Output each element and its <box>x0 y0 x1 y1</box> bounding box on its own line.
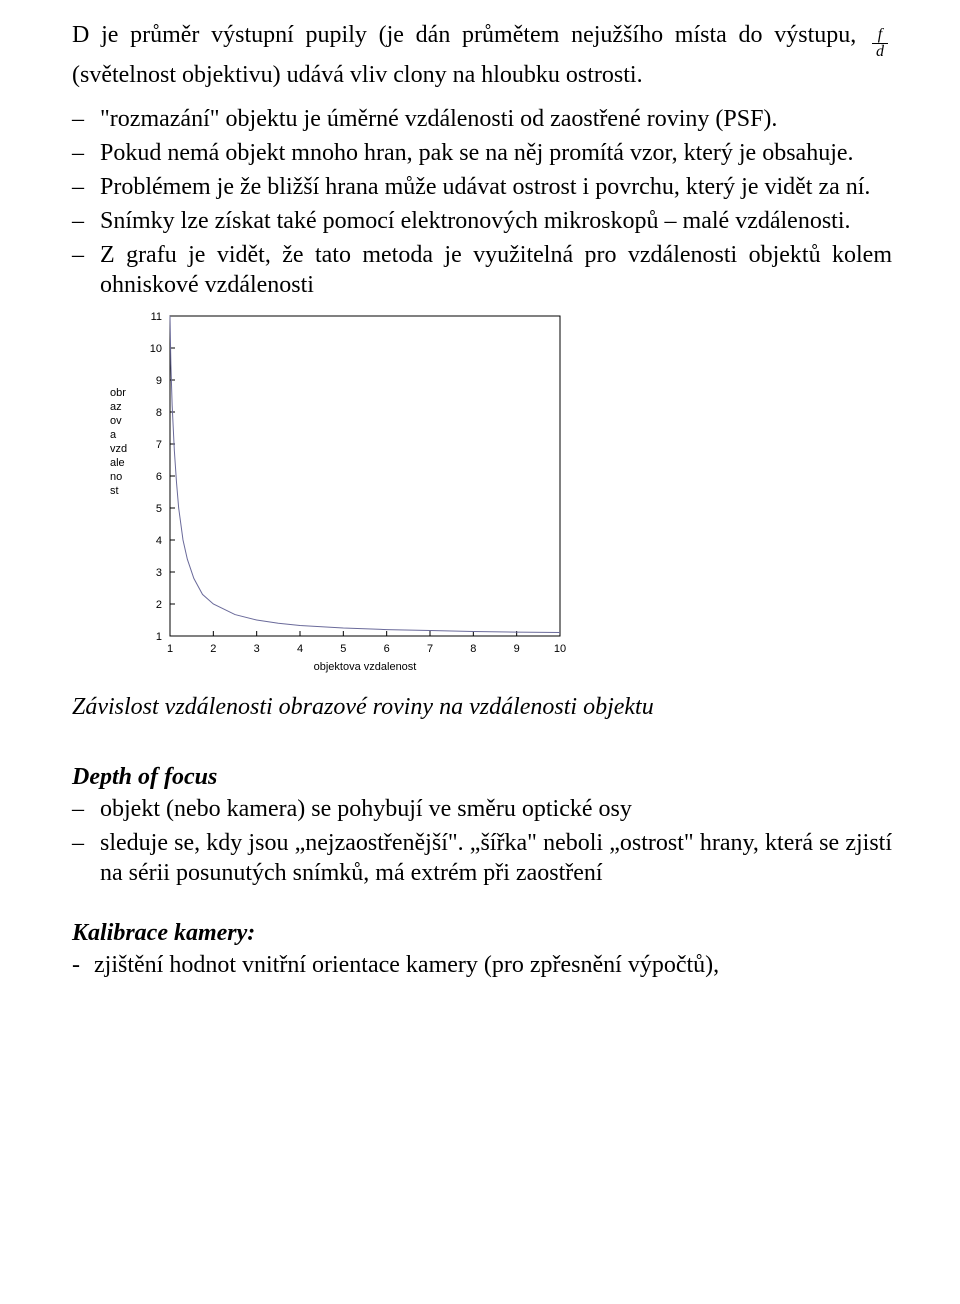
chart-container: 1 2 3 4 5 6 7 8 9 10 1 2 3 4 5 6 7 8 9 10 11 objektova vzdale… <box>92 308 892 686</box>
svg-text:5: 5 <box>340 643 346 655</box>
svg-text:no: no <box>110 471 122 483</box>
svg-text:objektova vzdalenost: objektova vzdalenost <box>314 661 417 673</box>
intro-paragraph: D je průměr výstupní pupily (je dán prům… <box>72 20 892 90</box>
line-chart: 1 2 3 4 5 6 7 8 9 10 1 2 3 4 5 6 7 8 9 10 11 objektova vzdale… <box>92 308 572 678</box>
depth-text: sleduje se, kdy jsou „nejzaostřenější". … <box>100 830 892 886</box>
bullet-item: "rozmazání" objektu je úměrné vzdálenost… <box>72 104 892 134</box>
svg-text:ov: ov <box>110 415 122 427</box>
bullet-item: Pokud nemá objekt mnoho hran, pak se na … <box>72 138 892 168</box>
fraction-numerator: f <box>872 27 888 44</box>
svg-text:1: 1 <box>156 631 162 643</box>
svg-text:az: az <box>110 401 122 413</box>
svg-text:vzd: vzd <box>110 443 127 455</box>
bullet-item: Snímky lze získat také pomocí elektronov… <box>72 206 892 236</box>
calibration-list: zjištění hodnot vnitřní orientace kamery… <box>72 950 892 980</box>
calibration-title: Kalibrace kamery: <box>72 918 892 948</box>
svg-text:5: 5 <box>156 503 162 515</box>
svg-text:6: 6 <box>156 471 162 483</box>
svg-text:st: st <box>110 485 119 497</box>
svg-text:10: 10 <box>554 643 566 655</box>
svg-text:10: 10 <box>150 343 162 355</box>
fraction-denominator: d <box>872 44 888 60</box>
svg-text:obr: obr <box>110 387 126 399</box>
chart-caption: Závislost vzdálenosti obrazové roviny na… <box>72 692 892 722</box>
calibration-text: zjištění hodnot vnitřní orientace kamery… <box>94 952 719 978</box>
calibration-item: zjištění hodnot vnitřní orientace kamery… <box>72 950 892 980</box>
bullet-text: Z grafu je vidět, že tato metoda je využ… <box>100 242 892 298</box>
bullet-list: "rozmazání" objektu je úměrné vzdálenost… <box>72 104 892 300</box>
bullet-item: Problémem je že bližší hrana může udávat… <box>72 172 892 202</box>
svg-text:9: 9 <box>156 375 162 387</box>
svg-text:8: 8 <box>156 407 162 419</box>
intro-text-a: D je průměr výstupní pupily (je dán prům… <box>72 22 856 48</box>
depth-item: sleduje se, kdy jsou „nejzaostřenější". … <box>72 828 892 888</box>
depth-of-focus-title: Depth of focus <box>72 762 892 792</box>
svg-text:a: a <box>110 429 117 441</box>
svg-text:9: 9 <box>514 643 520 655</box>
depth-list: objekt (nebo kamera) se pohybují ve směr… <box>72 794 892 888</box>
fraction: f d <box>872 27 888 60</box>
svg-text:6: 6 <box>384 643 390 655</box>
svg-text:3: 3 <box>156 567 162 579</box>
svg-text:4: 4 <box>156 535 162 547</box>
svg-text:11: 11 <box>151 311 162 323</box>
bullet-text: "rozmazání" objektu je úměrné vzdálenost… <box>100 106 777 132</box>
svg-text:ale: ale <box>110 457 125 469</box>
intro-text-b: (světelnost objektivu) udává vliv clony … <box>72 62 643 88</box>
bullet-item: Z grafu je vidět, že tato metoda je využ… <box>72 240 892 300</box>
depth-item: objekt (nebo kamera) se pohybují ve směr… <box>72 794 892 824</box>
svg-text:2: 2 <box>156 599 162 611</box>
depth-text: objekt (nebo kamera) se pohybují ve směr… <box>100 796 632 822</box>
svg-text:7: 7 <box>156 439 162 451</box>
svg-text:4: 4 <box>297 643 303 655</box>
svg-text:7: 7 <box>427 643 433 655</box>
bullet-text: Pokud nemá objekt mnoho hran, pak se na … <box>100 140 854 166</box>
bullet-text: Snímky lze získat také pomocí elektronov… <box>100 208 851 234</box>
bullet-text: Problémem je že bližší hrana může udávat… <box>100 174 870 200</box>
svg-text:2: 2 <box>210 643 216 655</box>
svg-text:8: 8 <box>470 643 476 655</box>
svg-text:3: 3 <box>254 643 260 655</box>
svg-text:1: 1 <box>167 643 173 655</box>
